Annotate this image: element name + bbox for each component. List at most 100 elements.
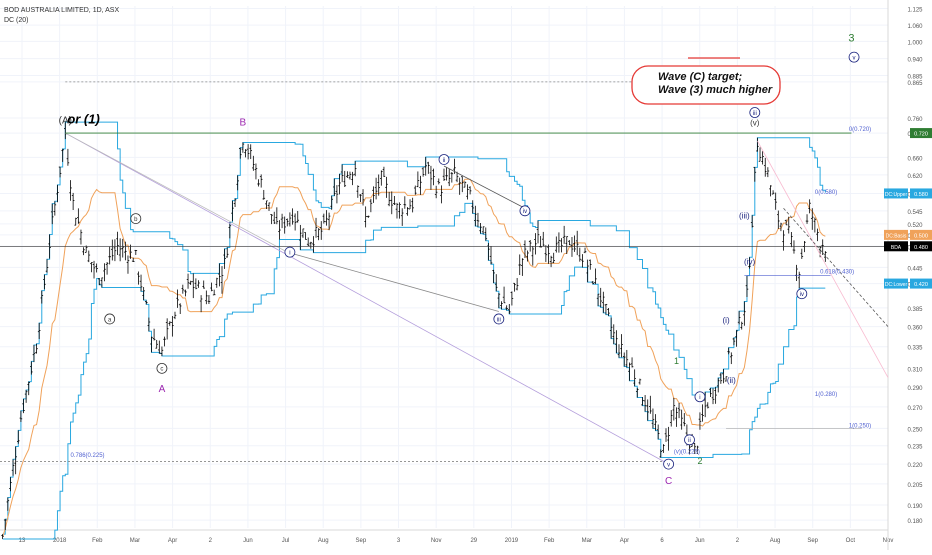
wave-label-circle xyxy=(104,313,116,325)
wave-label: or (1) xyxy=(67,112,100,127)
symbol-title: BOD AUSTRALIA LIMITED, 1D, ASX xyxy=(4,7,120,14)
wave-label: 1 xyxy=(674,356,679,366)
badge-name-box xyxy=(884,241,908,252)
y-tick-label: 0.520 xyxy=(907,223,923,229)
wave-label: (v) xyxy=(750,118,760,127)
channel-upper xyxy=(757,140,889,378)
wave-label-circle xyxy=(130,213,142,225)
trendline-lower xyxy=(287,251,499,312)
badge-value-box xyxy=(910,241,932,252)
wave-label-circle xyxy=(848,51,860,63)
donchian-basis-line xyxy=(2,178,826,537)
indicator-title: DC (20) xyxy=(4,17,29,24)
y-tick-label: 0.270 xyxy=(907,406,923,412)
x-tick-label: Nov xyxy=(431,538,442,544)
price-badge: 0.720 xyxy=(910,128,932,139)
wave-label-text: iii xyxy=(753,111,757,117)
wave-label-circle xyxy=(749,107,761,118)
x-tick-label: Mar xyxy=(582,538,592,544)
price-badge: DC:Basis 0.500 xyxy=(884,229,932,240)
wave-label: B xyxy=(240,117,247,128)
price-badge: DC:Upper 0.580 xyxy=(884,188,932,199)
badge-name: DC:Basis xyxy=(886,233,907,239)
circled-wave-label: iv xyxy=(519,205,531,217)
y-tick-label: 0.445 xyxy=(907,266,923,272)
badge-value-box xyxy=(910,229,932,240)
wave-label-text: ii xyxy=(688,438,691,444)
x-tick-label: Aug xyxy=(318,538,329,544)
fib-label: 0(0.580) xyxy=(815,190,837,196)
wave-label-circle xyxy=(519,205,531,217)
x-tick-label: Jul xyxy=(282,538,290,544)
x-tick-label: 2 xyxy=(209,538,213,544)
circled-wave-label: iii xyxy=(749,107,761,118)
wave-label-circle xyxy=(796,288,808,300)
y-tick-label: 0.865 xyxy=(907,81,923,87)
wave-label-text: ii xyxy=(443,158,446,164)
wave-target-callout: Wave (C) target;Wave (3) much higher xyxy=(631,57,781,105)
y-tick-label: 0.310 xyxy=(907,367,923,373)
badge-value: 0.720 xyxy=(914,132,928,138)
wave-label-text: iii xyxy=(497,317,501,323)
fib-label: 0(0.720) xyxy=(849,127,871,133)
circled-wave-label: i xyxy=(284,246,296,258)
y-tick-label: 1.125 xyxy=(907,7,923,13)
x-tick-label: Apr xyxy=(620,538,629,544)
wave-label: (ii) xyxy=(727,376,736,385)
x-tick-label: Jun xyxy=(243,538,253,544)
price-badge: BDA 0.480 xyxy=(884,241,932,252)
x-tick-label: 13 xyxy=(19,538,26,544)
wave-label-circle xyxy=(684,434,695,446)
y-tick-label: 0.220 xyxy=(907,463,923,469)
y-tick-label: 0.290 xyxy=(907,386,923,392)
callout-text: Wave (3) much higher xyxy=(658,84,773,96)
y-tick-label: 0.545 xyxy=(907,210,923,216)
wave-label-circle xyxy=(438,154,450,165)
callout-bubble xyxy=(631,65,781,105)
y-tick-label: 0.760 xyxy=(907,117,923,123)
x-tick-label: Aug xyxy=(770,538,781,544)
circled-wave-label: ii xyxy=(438,154,450,165)
y-tick-label: 0.660 xyxy=(907,156,923,162)
wave-label: C xyxy=(665,476,672,487)
y-tick-label: 0.885 xyxy=(907,74,923,80)
wave-label: 2 xyxy=(697,456,702,466)
wave-label-text: iv xyxy=(800,292,804,298)
badge-name: BDA xyxy=(891,245,902,251)
y-tick-label: 0.250 xyxy=(907,427,923,433)
y-tick-label: 0.620 xyxy=(907,174,923,180)
y-tick-label: 0.360 xyxy=(907,326,923,332)
callout-text: Wave (C) target; xyxy=(658,71,742,83)
y-tick-label: 0.385 xyxy=(907,307,923,313)
fib-label: 1(0.280) xyxy=(815,392,837,398)
y-tick-label: 0.335 xyxy=(907,346,923,352)
y-tick-label: 0.190 xyxy=(907,504,923,510)
x-tick-label: Feb xyxy=(544,538,555,544)
y-tick-label: 0.235 xyxy=(907,445,923,451)
x-tick-label: 2018 xyxy=(53,538,67,544)
wave-label-text: v xyxy=(853,55,856,61)
wave-label: 3 xyxy=(848,32,854,44)
circled-wave-label: iii xyxy=(493,313,505,325)
trendline-purple xyxy=(65,132,669,465)
wave-label: (i) xyxy=(723,316,730,325)
circled-wave-label: v xyxy=(663,458,675,470)
circled-wave-label: v xyxy=(848,51,860,63)
wave-label-circle xyxy=(663,458,675,470)
wave-label-circle xyxy=(284,246,296,258)
y-tick-label: 0.940 xyxy=(907,58,923,64)
circled-wave-label: iv xyxy=(796,288,808,300)
badge-value: 0.500 xyxy=(914,233,928,239)
y-tick-label: 0.180 xyxy=(907,519,923,525)
trendline-upper xyxy=(443,165,526,209)
circled-wave-label: a xyxy=(104,313,116,325)
circled-wave-label: b xyxy=(130,213,142,225)
donchian-lower-line xyxy=(2,202,826,540)
x-tick-label: 2 xyxy=(736,538,740,544)
badge-value-box xyxy=(910,188,932,199)
wave-label: (A) xyxy=(59,116,72,127)
badge-name-box xyxy=(884,278,908,289)
x-tick-label: Mar xyxy=(130,538,140,544)
